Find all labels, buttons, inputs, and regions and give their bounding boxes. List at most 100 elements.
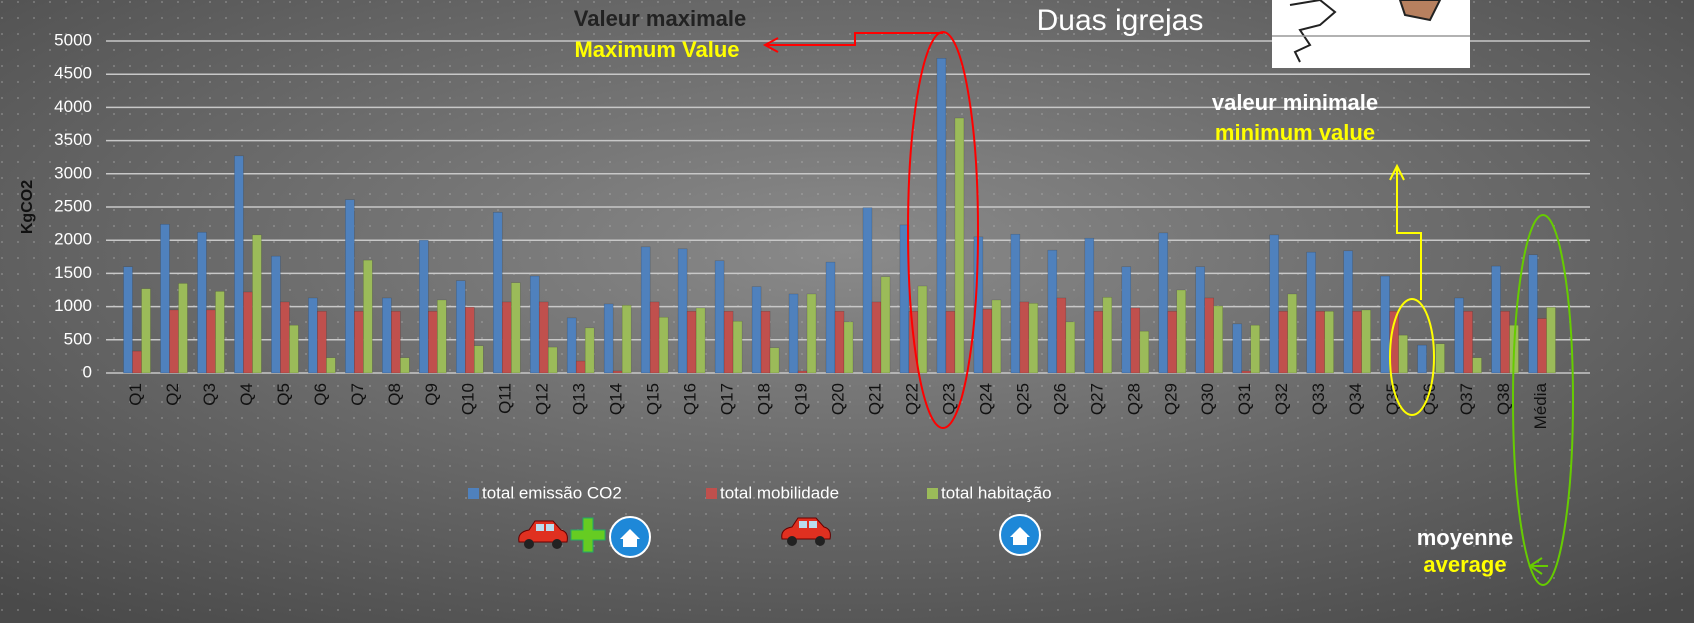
- x-tick-label: Q19: [792, 383, 811, 415]
- bar: [391, 310, 401, 374]
- bar: [1361, 309, 1371, 374]
- x-tick-label: Q24: [976, 383, 995, 415]
- bar: [400, 357, 410, 374]
- bar: [566, 317, 577, 374]
- bar: [1093, 310, 1104, 374]
- x-tick-label: Q8: [385, 383, 404, 406]
- x-tick-label: Q35: [1383, 383, 1402, 415]
- bar: [732, 320, 743, 374]
- bar: [141, 288, 151, 374]
- bar: [123, 266, 133, 374]
- bar: [492, 212, 503, 374]
- bar: [677, 248, 688, 374]
- bar: [1306, 251, 1316, 374]
- annotation: moyenne: [1417, 525, 1514, 550]
- bar: [825, 261, 836, 374]
- bar: [547, 346, 558, 374]
- bar: [501, 301, 512, 374]
- bar: [1019, 301, 1030, 374]
- x-tick-label: Q33: [1309, 383, 1328, 415]
- x-tick-label: Q6: [311, 383, 330, 406]
- bar: [1454, 297, 1464, 374]
- bar: [991, 299, 1002, 374]
- bar: [871, 301, 882, 374]
- bar: [1130, 307, 1141, 374]
- bar: [1250, 324, 1260, 374]
- map-title: Duas igrejas: [1037, 4, 1204, 37]
- bar: [206, 309, 216, 374]
- x-tick-label: Q1: [126, 383, 145, 406]
- x-tick-label: Q10: [459, 383, 478, 415]
- bar: [649, 301, 660, 374]
- bar: [1139, 330, 1150, 374]
- bar: [419, 239, 429, 374]
- bar: [1287, 293, 1297, 374]
- bar: [271, 255, 281, 374]
- bar: [1500, 310, 1510, 374]
- bar: [1380, 275, 1390, 374]
- y-tick-label: 500: [64, 329, 92, 348]
- y-tick-label: 1000: [54, 296, 92, 315]
- bar: [1213, 305, 1223, 374]
- bar: [945, 310, 956, 374]
- annotation: Maximum Value: [574, 37, 739, 62]
- bar: [345, 199, 355, 374]
- bar: [1028, 303, 1039, 374]
- bar: [1121, 266, 1132, 374]
- legend-label: total habitação: [941, 483, 1052, 502]
- legend-swatch: [706, 488, 717, 499]
- bar: [465, 307, 475, 374]
- x-tick-label: Q23: [939, 383, 958, 415]
- bar: [723, 310, 734, 374]
- bar: [308, 297, 318, 374]
- bar: [197, 231, 207, 374]
- x-tick-label: Q17: [718, 383, 737, 415]
- annotation: valeur minimale: [1212, 90, 1378, 115]
- bar: [843, 321, 854, 374]
- bar: [234, 155, 244, 374]
- bar: [428, 310, 438, 374]
- x-tick-label: Q13: [570, 383, 589, 415]
- x-tick-label: Q30: [1198, 383, 1217, 415]
- bar: [603, 303, 614, 374]
- annotation: minimum value: [1215, 120, 1375, 145]
- bar: [456, 280, 466, 374]
- bar: [160, 224, 170, 374]
- bar: [1102, 297, 1113, 374]
- bar: [1343, 250, 1353, 374]
- bar: [1056, 297, 1067, 374]
- y-tick-label: 1500: [54, 263, 92, 282]
- x-tick-label: Q34: [1346, 383, 1365, 415]
- bar: [797, 370, 808, 374]
- bar: [252, 234, 262, 374]
- bar: [899, 224, 910, 374]
- x-tick-label: Q27: [1087, 383, 1106, 415]
- y-tick-label: 2500: [54, 196, 92, 215]
- bar: [621, 305, 632, 374]
- bar: [215, 291, 225, 374]
- x-tick-label: Q32: [1272, 383, 1291, 415]
- bar: [1352, 310, 1362, 374]
- legend-label: total emissão CO2: [482, 483, 622, 502]
- bar: [936, 58, 947, 374]
- bar: [834, 310, 845, 374]
- bar: [1537, 318, 1547, 374]
- bar: [289, 324, 299, 374]
- bar: [806, 293, 817, 374]
- bar: [437, 299, 447, 374]
- bar: [363, 259, 373, 374]
- bar: [714, 260, 725, 374]
- x-tick-label: Q5: [274, 383, 293, 406]
- bar: [1546, 307, 1556, 374]
- bar: [880, 276, 891, 374]
- bar: [1195, 266, 1205, 374]
- bar: [612, 370, 623, 374]
- bar: [474, 345, 484, 374]
- bar: [862, 207, 873, 374]
- x-tick-label: Q2: [163, 383, 182, 406]
- bar: [529, 275, 540, 374]
- bar: [510, 282, 521, 374]
- annotation: Valeur maximale: [574, 6, 746, 31]
- y-tick-label: 4000: [54, 97, 92, 116]
- bar: [1010, 233, 1021, 374]
